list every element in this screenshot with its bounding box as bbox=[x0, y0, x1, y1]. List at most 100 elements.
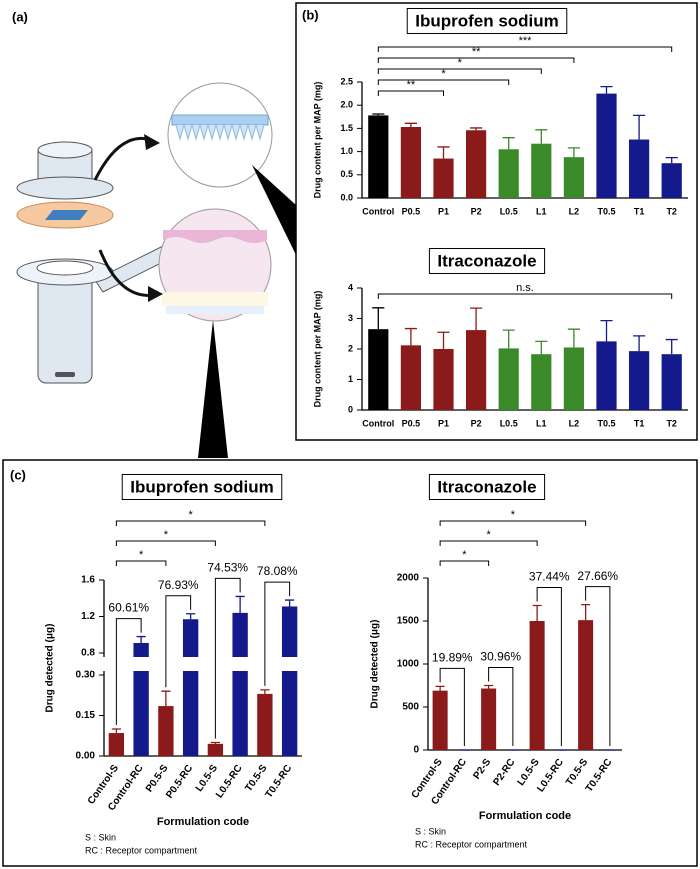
bar bbox=[433, 349, 454, 410]
bar bbox=[481, 688, 497, 750]
y-tick-label: 0.00 bbox=[76, 751, 96, 762]
y-tick-label: 1000 bbox=[397, 659, 420, 670]
bar bbox=[182, 619, 199, 756]
chart-title: Itraconazole bbox=[437, 251, 536, 270]
error-bar bbox=[437, 331, 450, 349]
y-tick-label: 1.2 bbox=[81, 611, 95, 622]
title-box bbox=[428, 473, 546, 500]
y-tick-label: 2 bbox=[348, 343, 353, 353]
pair-bracket bbox=[585, 586, 611, 746]
x-tick-label: L2 bbox=[569, 418, 580, 428]
y-tick-label: 2000 bbox=[397, 573, 420, 584]
pair-label: 27.66% bbox=[577, 569, 618, 583]
x-tick-label: T0.5 bbox=[597, 418, 615, 428]
significance-bracket bbox=[115, 560, 167, 566]
error-bar bbox=[470, 127, 483, 131]
error-bar bbox=[581, 604, 591, 621]
y-tick-label: 0 bbox=[413, 745, 419, 756]
x-tick-label: P0.5 bbox=[402, 206, 421, 216]
significance-label: ** bbox=[472, 46, 481, 58]
chart-title: Itraconazole bbox=[437, 477, 536, 496]
significance-bracket bbox=[377, 293, 673, 299]
error-bar bbox=[600, 319, 613, 342]
significance-label: * bbox=[188, 509, 193, 521]
chart-title: Ibuprofen sodium bbox=[130, 477, 274, 496]
y-tick-label: 1 bbox=[348, 374, 353, 384]
error-bar bbox=[502, 329, 515, 349]
bar bbox=[661, 163, 682, 198]
y-axis-label: Drug detected (μg) bbox=[370, 620, 381, 709]
bar bbox=[368, 115, 389, 198]
significance-label: *** bbox=[519, 35, 533, 47]
bar bbox=[531, 143, 552, 198]
error-bar bbox=[136, 635, 146, 643]
bar bbox=[400, 345, 422, 410]
y-tick-label: 2.5 bbox=[340, 76, 353, 86]
x-tick-label: P2 bbox=[471, 418, 482, 428]
error-bar bbox=[285, 599, 295, 607]
error-bar bbox=[532, 604, 542, 621]
y-tick-label: 4 bbox=[348, 282, 353, 292]
bar bbox=[596, 93, 617, 198]
error-bar bbox=[484, 684, 494, 689]
significance-bracket bbox=[115, 520, 266, 526]
error-bar bbox=[161, 690, 171, 707]
significance-label: n.s. bbox=[516, 282, 534, 294]
y-tick-label: 0.5 bbox=[340, 169, 353, 179]
significance-bracket bbox=[377, 68, 542, 74]
x-tick-label: L1 bbox=[536, 418, 547, 428]
title-box bbox=[428, 247, 546, 274]
x-tick-label: T2 bbox=[666, 206, 677, 216]
pair-bracket bbox=[214, 577, 241, 739]
error-bar bbox=[665, 338, 678, 355]
bar bbox=[400, 127, 422, 198]
significance-label: ** bbox=[407, 79, 416, 91]
y-axis-label: Drug content per MAP (mg) bbox=[312, 291, 322, 408]
charts: Ibuprofen sodium 0.0 0.5 1.0 1.5 2.0 2.5 Drug c… bbox=[45, 7, 688, 855]
significance-bracket bbox=[439, 560, 490, 566]
error-bar bbox=[372, 307, 385, 330]
pair-bracket bbox=[488, 667, 514, 746]
significance-bracket bbox=[115, 540, 216, 546]
bar bbox=[158, 706, 174, 756]
pair-label: 76.93% bbox=[158, 578, 199, 592]
x-tick-label: T2 bbox=[666, 418, 677, 428]
y-tick-label: 0.15 bbox=[76, 710, 96, 721]
x-tick-label: T1 bbox=[634, 418, 645, 428]
error-bar bbox=[404, 122, 417, 128]
x-tick-label: Control bbox=[362, 418, 394, 428]
panel-label: (b) bbox=[302, 7, 319, 22]
bar bbox=[368, 329, 389, 410]
pair-bracket bbox=[165, 595, 192, 688]
x-tick-label: P2 bbox=[471, 206, 482, 216]
panel-frame bbox=[2, 459, 698, 867]
pair-label: 37.44% bbox=[529, 570, 570, 584]
panel-frame bbox=[295, 2, 698, 441]
significance-label: * bbox=[139, 549, 144, 561]
bar bbox=[498, 348, 519, 410]
bar bbox=[628, 139, 650, 198]
bar bbox=[432, 690, 448, 750]
bar bbox=[257, 693, 273, 756]
x-tick-label: Control bbox=[362, 206, 394, 216]
x-axis-label: Formulation code bbox=[479, 810, 571, 822]
bar bbox=[563, 347, 585, 410]
error-bar bbox=[502, 137, 515, 150]
x-tick-label: L2 bbox=[569, 206, 580, 216]
error-bar bbox=[111, 728, 121, 734]
significance-bracket bbox=[377, 46, 673, 52]
y-tick-label: 1.5 bbox=[340, 123, 353, 133]
bar bbox=[108, 733, 125, 756]
significance-bracket bbox=[377, 57, 575, 63]
y-tick-label: 500 bbox=[402, 702, 419, 713]
significance-label: * bbox=[462, 549, 467, 561]
pair-bracket bbox=[536, 587, 562, 746]
y-tick-label: 3 bbox=[348, 313, 353, 323]
bar bbox=[661, 354, 682, 410]
error-bar bbox=[535, 129, 548, 144]
error-bar bbox=[600, 85, 613, 94]
bar bbox=[531, 354, 552, 410]
error-bar bbox=[633, 335, 646, 352]
pair-label: 60.61% bbox=[108, 601, 149, 615]
